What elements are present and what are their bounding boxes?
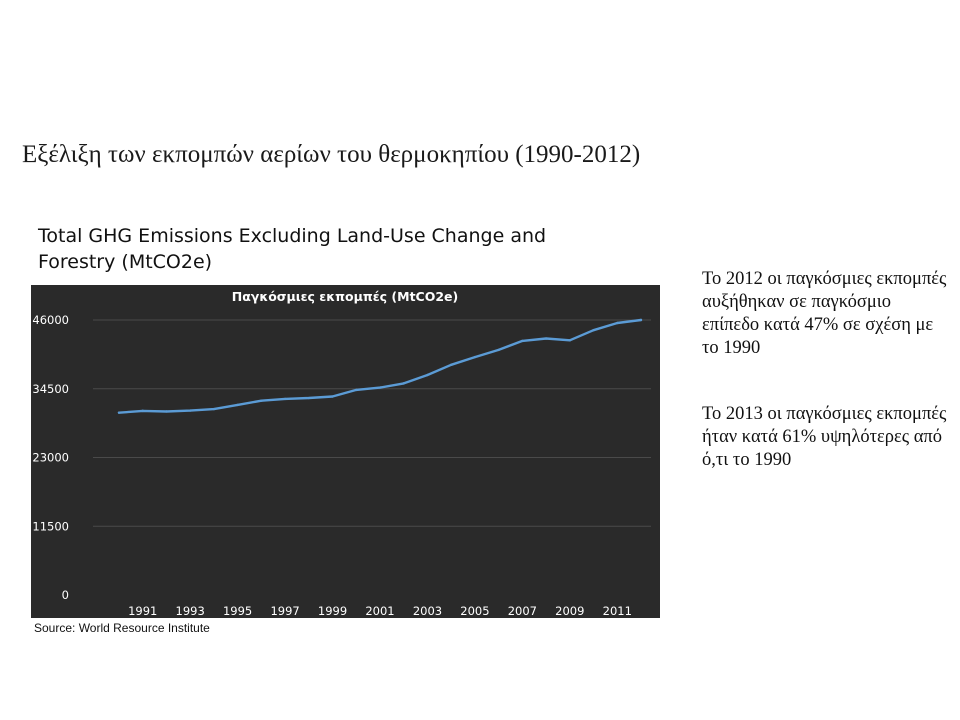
chart-panel: Παγκόσμιες εκπομπές (MtCO2e) 0 11500 23000… xyxy=(31,285,660,618)
x-tick-label: 1991 xyxy=(128,604,157,618)
source-note: Source: World Resource Institute xyxy=(34,621,210,635)
data-point xyxy=(544,337,548,340)
x-tick-label: 2011 xyxy=(603,604,632,618)
x-tick-label: 1993 xyxy=(176,604,205,618)
summary-note-2012: Το 2012 οι παγκόσμιες εκπομπές αυξήθηκαν… xyxy=(702,269,947,358)
x-axis-ticks: 1991 1993 1995 1997 1999 2001 2003 2005 2007 2009… xyxy=(128,604,632,618)
data-point xyxy=(473,355,477,359)
data-point xyxy=(521,339,524,343)
data-point xyxy=(378,386,382,389)
y-tick-label: 0 xyxy=(62,588,69,602)
data-point xyxy=(283,397,287,401)
chart-title: Παγκόσμιες εκπομπές (MtCO2e) xyxy=(232,289,459,304)
data-point xyxy=(592,328,595,332)
data-point xyxy=(402,382,405,385)
series-layer xyxy=(117,318,643,414)
emissions-line-chart: Παγκόσμιες εκπομπές (MtCO2e) 0 11500 23000… xyxy=(32,289,651,618)
data-point xyxy=(639,318,643,322)
x-tick-label: 1995 xyxy=(223,604,252,618)
emissions-series-line xyxy=(117,318,643,414)
x-tick-label: 2005 xyxy=(460,604,489,618)
data-point xyxy=(117,411,121,414)
data-point xyxy=(188,409,192,412)
data-point xyxy=(497,348,500,352)
x-tick-label: 1999 xyxy=(318,604,347,618)
data-point xyxy=(331,395,334,398)
gridlines xyxy=(93,319,651,527)
data-point xyxy=(141,409,144,413)
slide-title: Εξέλιξη των εκπομπών αερίων του θερμοκηπ… xyxy=(22,141,641,168)
y-axis-ticks: 0 11500 23000 34500 46000 xyxy=(32,313,69,602)
chart-heading: Total GHG Emissions Excluding Land-Use C… xyxy=(38,225,547,273)
y-tick-label: 23000 xyxy=(32,451,69,465)
summary-note-2013: Το 2013 οι παγκόσμιες εκπομπές ήταν κατά… xyxy=(702,404,947,470)
x-tick-label: 1997 xyxy=(270,604,299,618)
data-point xyxy=(568,339,572,342)
data-point xyxy=(165,410,168,413)
x-tick-label: 2003 xyxy=(413,604,442,618)
data-point xyxy=(212,407,216,411)
data-point xyxy=(307,396,311,400)
x-tick-label: 2007 xyxy=(508,604,537,618)
y-tick-label: 11500 xyxy=(32,519,69,533)
data-point xyxy=(355,388,358,392)
data-point xyxy=(426,373,429,377)
data-point xyxy=(616,321,619,325)
x-tick-label: 2001 xyxy=(365,604,394,618)
data-point xyxy=(260,399,263,402)
y-tick-label: 34500 xyxy=(32,382,69,396)
y-tick-label: 46000 xyxy=(32,313,69,327)
data-point xyxy=(236,403,239,407)
x-tick-label: 2009 xyxy=(555,604,584,618)
data-point xyxy=(449,363,453,367)
